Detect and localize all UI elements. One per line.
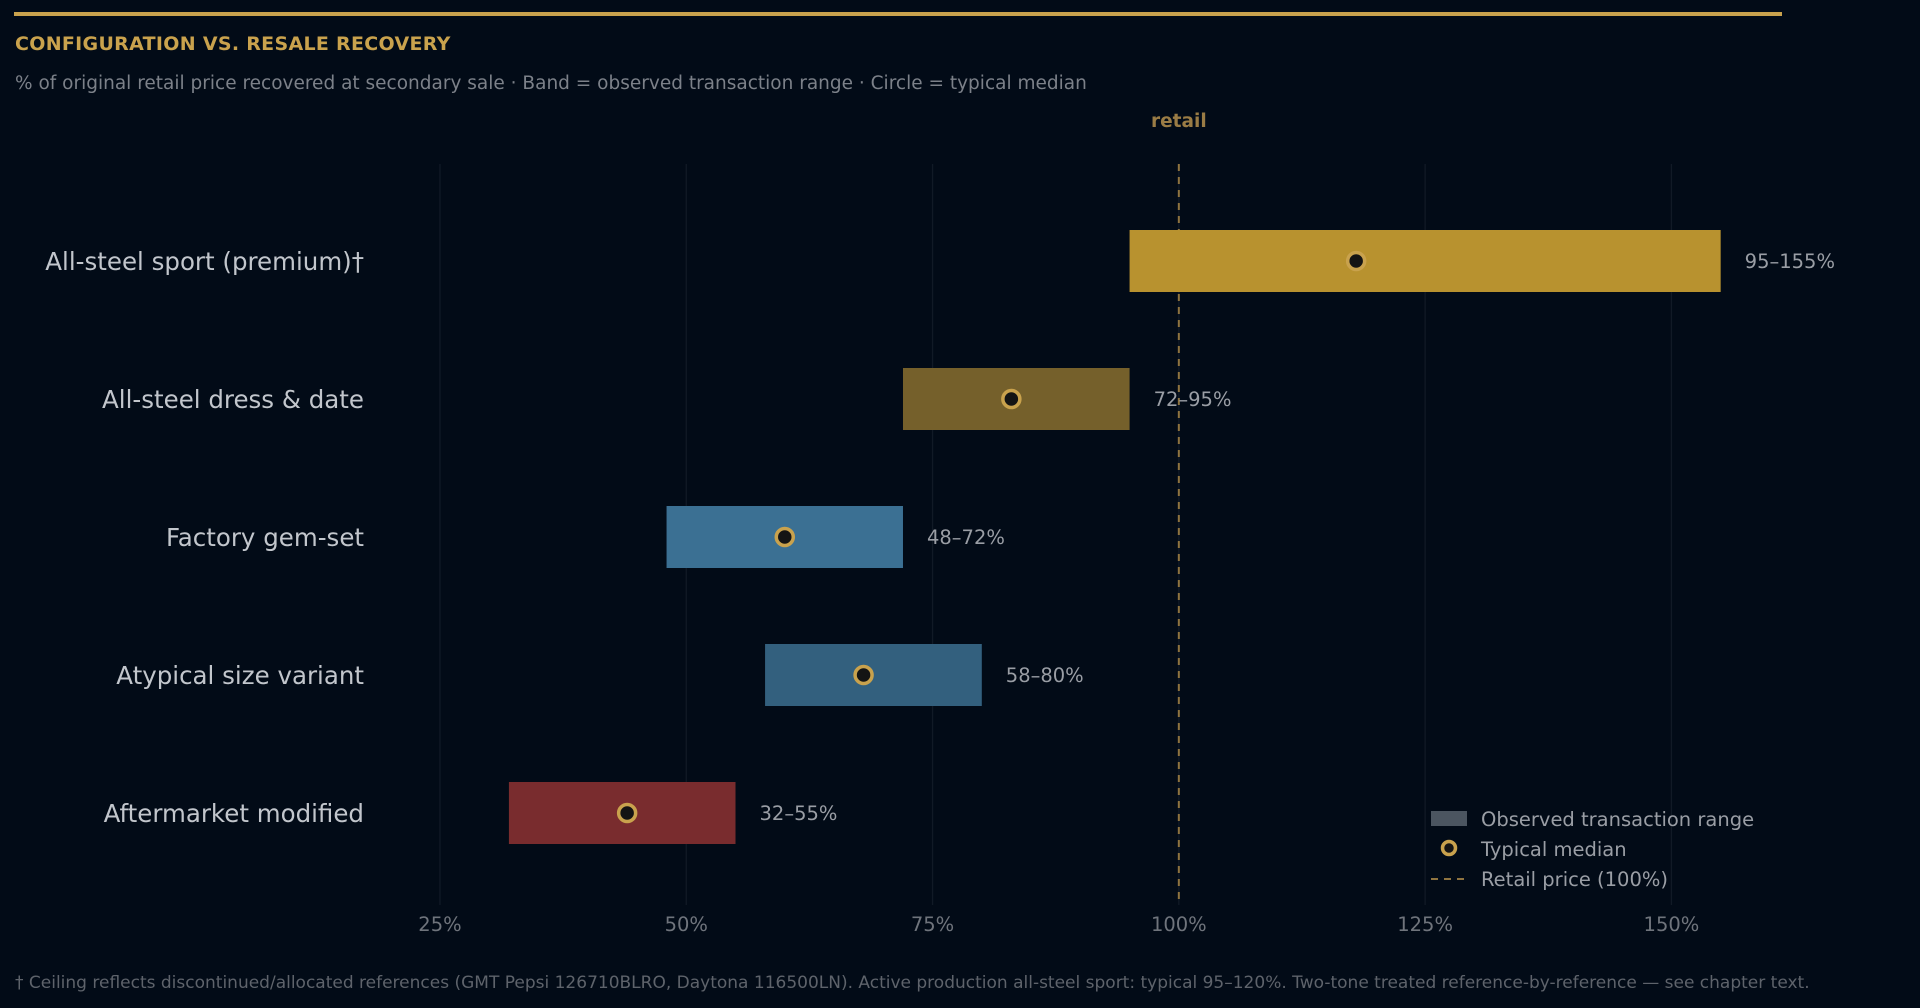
x-tick-label: 150% — [1644, 913, 1700, 936]
x-axis-ticks: 25% 50% 75% 100% 125% 150% — [418, 913, 1699, 936]
median-marker — [853, 664, 874, 686]
chart-subtitle: % of original retail price recovered at … — [15, 73, 1087, 94]
median-marker — [774, 526, 796, 548]
legend-label: Retail price (100%) — [1481, 868, 1668, 891]
legend-label: Observed transaction range — [1481, 808, 1754, 831]
range-value-label: 32–55% — [760, 802, 838, 825]
category-label: All-steel dress & date — [102, 385, 364, 414]
category-label: Aftermarket modified — [104, 799, 364, 828]
range-value-label: 95–155% — [1745, 250, 1835, 273]
category-label: Atypical size variant — [116, 661, 364, 690]
median-marker — [1345, 250, 1367, 272]
range-bar — [1129, 230, 1721, 292]
range-value-label: 48–72% — [927, 526, 1005, 549]
range-bars: 95–155% 72–95% 48–72% 58–80% 32–55% — [508, 230, 1835, 844]
legend: Observed transaction range Typical median… — [1431, 808, 1754, 891]
footnote: † Ceiling reflects discontinued/allocate… — [15, 973, 1810, 993]
category-label: Factory gem-set — [166, 523, 364, 552]
x-tick-label: 100% — [1151, 913, 1207, 936]
x-tick-label: 75% — [911, 913, 954, 936]
range-value-label: 72–95% — [1154, 388, 1232, 411]
category-label: All-steel sport (premium)† — [45, 247, 364, 276]
x-tick-label: 25% — [418, 913, 461, 936]
median-marker — [1001, 388, 1022, 410]
legend-swatch-range — [1431, 811, 1467, 826]
legend-label: Typical median — [1480, 838, 1627, 861]
chart-title: CONFIGURATION VS. RESALE RECOVERY — [15, 33, 451, 55]
range-value-label: 58–80% — [1006, 664, 1084, 687]
x-tick-label: 125% — [1397, 913, 1453, 936]
top-accent-rule — [14, 12, 1782, 16]
legend-swatch-median — [1440, 839, 1458, 857]
category-labels: All-steel sport (premium)† All-steel dres… — [45, 247, 364, 828]
reference-line-label: retail — [1151, 111, 1207, 132]
x-tick-label: 50% — [665, 913, 708, 936]
median-marker — [616, 802, 638, 824]
